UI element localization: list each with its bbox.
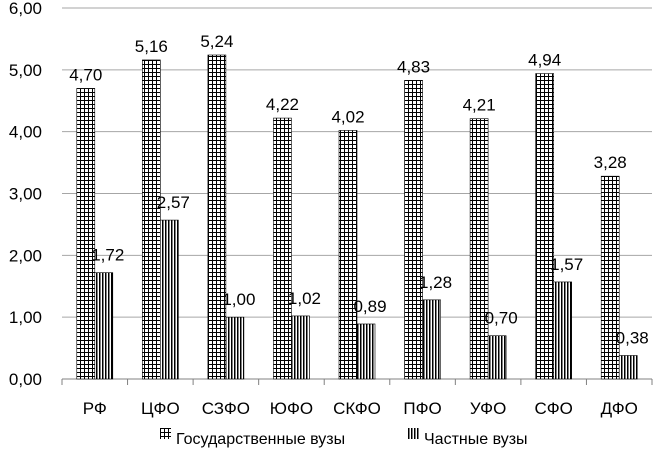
- bar-government: [273, 117, 292, 380]
- x-tick-label: ЮФО: [270, 399, 313, 418]
- x-tick-label: СКФО: [333, 399, 381, 418]
- bar-government: [535, 73, 554, 380]
- data-label: 4,94: [528, 51, 561, 70]
- data-label: 4,02: [331, 107, 364, 126]
- bar-private: [422, 299, 441, 380]
- data-label: 0,89: [353, 297, 386, 316]
- bar-government: [469, 118, 489, 380]
- data-label: 5,24: [200, 32, 233, 51]
- data-label: 3,28: [594, 153, 627, 172]
- x-tick-label: СФО: [534, 399, 572, 418]
- bars: [76, 54, 638, 380]
- y-tick-label: 3,00: [9, 185, 42, 204]
- bar-government: [404, 80, 423, 380]
- data-label: 1,57: [550, 255, 583, 274]
- y-axis-tick-labels: 0,00 1,00 2,00 3,00 4,00 5,00 6,00: [9, 0, 42, 389]
- y-tick-label: 6,00: [9, 0, 42, 18]
- data-label: 0,38: [616, 329, 649, 348]
- bar-government: [207, 54, 227, 380]
- data-label: 1,28: [419, 273, 452, 292]
- y-tick-label: 4,00: [9, 123, 42, 142]
- bar-private: [356, 323, 376, 380]
- x-tick-label: РФ: [83, 399, 107, 418]
- bar-private: [160, 219, 179, 380]
- x-tick-label: ПФО: [403, 399, 441, 418]
- bar-private: [225, 316, 245, 380]
- data-label: 0,70: [485, 309, 518, 328]
- x-tick-label: СЗФО: [202, 399, 250, 418]
- data-label: 4,83: [397, 57, 430, 76]
- data-label: 1,72: [91, 246, 124, 265]
- x-tick-label: УФО: [470, 399, 506, 418]
- data-label: 1,02: [288, 289, 321, 308]
- bar-private: [487, 335, 507, 380]
- y-tick-label: 5,00: [9, 61, 42, 80]
- bar-government: [600, 175, 620, 380]
- y-tick-label: 1,00: [9, 308, 42, 327]
- bar-government: [338, 130, 358, 380]
- y-tick-label: 0,00: [9, 370, 42, 389]
- bar-private: [618, 355, 638, 380]
- y-tick-label: 2,00: [9, 246, 42, 265]
- x-axis-tick-labels: РФ ЦФО СЗФО ЮФО СКФО ПФО УФО СФО ДФО: [83, 399, 638, 418]
- data-label: 1,00: [222, 290, 255, 309]
- bar-government: [142, 59, 161, 380]
- legend: Государственные вузы Частные вузы: [160, 428, 528, 448]
- data-label: 4,70: [69, 65, 102, 84]
- legend-swatch-private: [408, 428, 419, 439]
- x-tick-label: ЦФО: [141, 399, 180, 418]
- bar-government: [76, 88, 96, 380]
- bar-private: [94, 272, 114, 380]
- x-tick-label: ДФО: [601, 399, 638, 418]
- legend-label-private: Частные вузы: [424, 431, 528, 448]
- data-label: 4,22: [266, 95, 299, 114]
- bar-private: [291, 315, 310, 380]
- data-labels: 4,70 1,72 5,16 2,57 5,24 1,00 4,22 1,02 4,02 0,89…: [69, 32, 649, 348]
- bar-private: [553, 281, 572, 380]
- data-label: 4,21: [463, 96, 496, 115]
- data-label: 5,16: [135, 37, 168, 56]
- data-label: 2,57: [157, 193, 190, 212]
- legend-label-government: Государственные вузы: [176, 431, 345, 448]
- legend-swatch-government: [160, 428, 171, 439]
